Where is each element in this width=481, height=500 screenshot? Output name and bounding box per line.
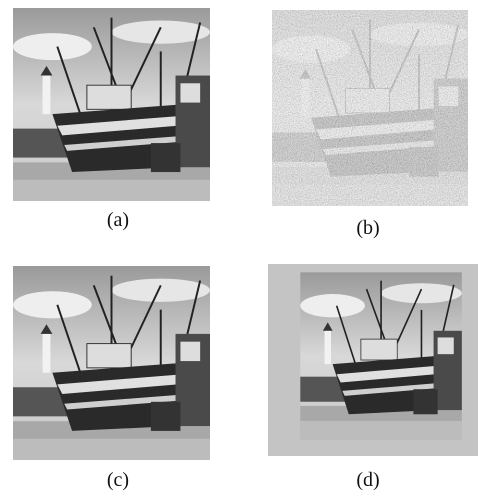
figure: (a) (b) (c) (d) bbox=[0, 0, 481, 495]
panel-label: (c) bbox=[107, 469, 129, 491]
image-original bbox=[13, 8, 210, 201]
panel-label: (d) bbox=[356, 469, 379, 491]
panel-label: (a) bbox=[107, 209, 129, 231]
image-cropped bbox=[268, 264, 478, 456]
image-encrypted bbox=[272, 10, 468, 206]
panel-label: (b) bbox=[356, 217, 379, 239]
image-decrypted bbox=[13, 266, 210, 460]
